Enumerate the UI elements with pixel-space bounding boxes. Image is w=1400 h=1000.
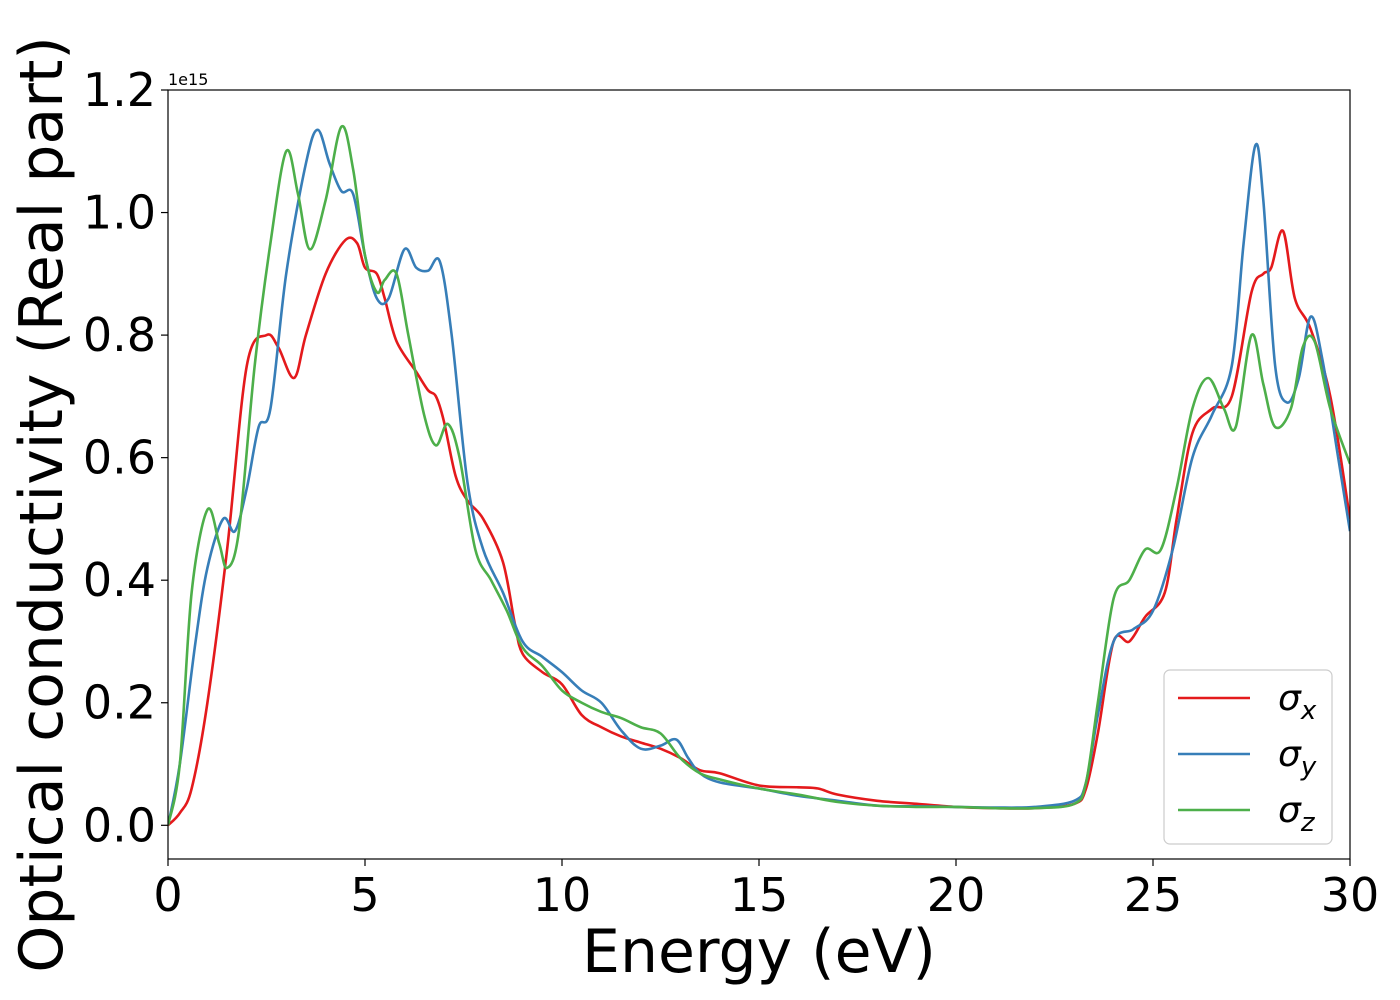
y-axis-ticks: 0.0 0.2 0.4 0.6 0.8 1.0 1.2: [83, 63, 168, 852]
x-tick-label: 10: [533, 868, 592, 922]
y-tick-label: 1.0: [83, 186, 156, 240]
y-offset-label: 1e15: [168, 70, 208, 89]
legend-box: [1163, 669, 1333, 845]
x-tick-label: 20: [927, 868, 986, 922]
y-axis-label: Optical conductivity (Real part): [7, 36, 77, 973]
y-tick-label: 0.8: [83, 308, 156, 362]
legend-label-z: σz: [1278, 790, 1316, 838]
series-line-y: [168, 128, 1350, 826]
legend: σx σy σz: [1163, 669, 1333, 845]
series-line-x: [168, 229, 1350, 827]
x-axis-ticks: 0 5 10 15 20 25 30: [153, 859, 1379, 922]
x-tick-label: 25: [1124, 868, 1183, 922]
series-layer: [168, 124, 1350, 827]
series-line-z: [168, 124, 1350, 826]
y-tick-label: 1.2: [83, 63, 156, 117]
y-tick-label: 0.2: [83, 676, 156, 730]
x-axis-label: Energy (eV): [582, 917, 936, 987]
x-tick-label: 30: [1321, 868, 1380, 922]
y-tick-label: 0.0: [83, 798, 156, 852]
legend-label-y: σy: [1278, 734, 1317, 782]
y-tick-label: 0.4: [83, 553, 156, 607]
x-tick-label: 0: [153, 868, 182, 922]
x-tick-label: 5: [350, 868, 379, 922]
y-tick-label: 0.6: [83, 431, 156, 485]
x-tick-label: 15: [730, 868, 789, 922]
legend-label-x: σx: [1278, 678, 1317, 726]
